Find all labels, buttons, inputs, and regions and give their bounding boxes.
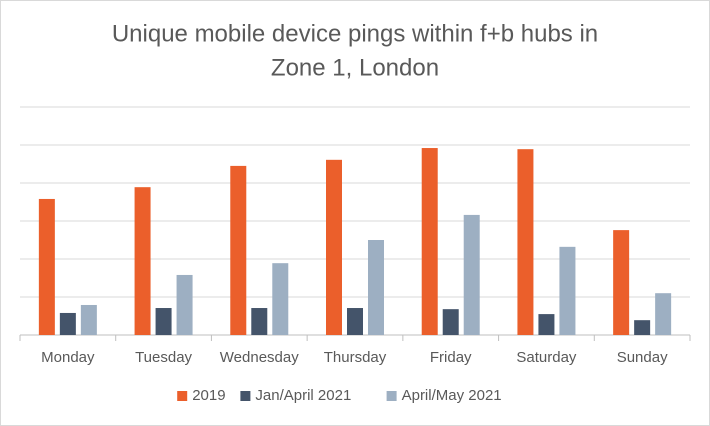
chart-title: Unique mobile device pings within f+b hu… <box>112 20 598 47</box>
legend-label: 2019 <box>192 387 225 404</box>
x-tick-label: Saturday <box>516 349 577 366</box>
bar <box>634 320 651 335</box>
legend-swatch <box>386 391 397 401</box>
bar <box>251 308 268 335</box>
x-tick-label: Wednesday <box>220 349 299 366</box>
x-tick-label: Friday <box>430 349 472 366</box>
legend-label: Jan/April 2021 <box>255 387 351 404</box>
chart-title: Zone 1, London <box>271 54 439 81</box>
bar <box>155 308 172 335</box>
bar <box>559 246 576 335</box>
x-tick-label: Thursday <box>324 349 387 366</box>
bar <box>272 263 289 335</box>
bar <box>613 230 630 335</box>
legend-swatch <box>177 391 188 401</box>
bar <box>517 149 534 335</box>
x-tick-label: Monday <box>41 349 95 366</box>
x-tick-label: Sunday <box>617 349 668 366</box>
bar <box>347 308 363 335</box>
bar <box>134 187 151 335</box>
bar <box>421 148 438 335</box>
legend-label: April/May 2021 <box>402 387 502 404</box>
bar <box>59 312 76 335</box>
bar <box>655 293 672 335</box>
bar <box>368 240 384 335</box>
bar <box>80 304 97 335</box>
bar <box>326 159 342 335</box>
bar <box>230 165 247 335</box>
bar <box>38 198 55 335</box>
bar <box>176 274 193 335</box>
bar <box>442 309 459 335</box>
x-tick-label: Tuesday <box>135 349 192 366</box>
legend-swatch <box>240 391 251 401</box>
bar <box>463 214 480 335</box>
bar <box>538 314 555 335</box>
